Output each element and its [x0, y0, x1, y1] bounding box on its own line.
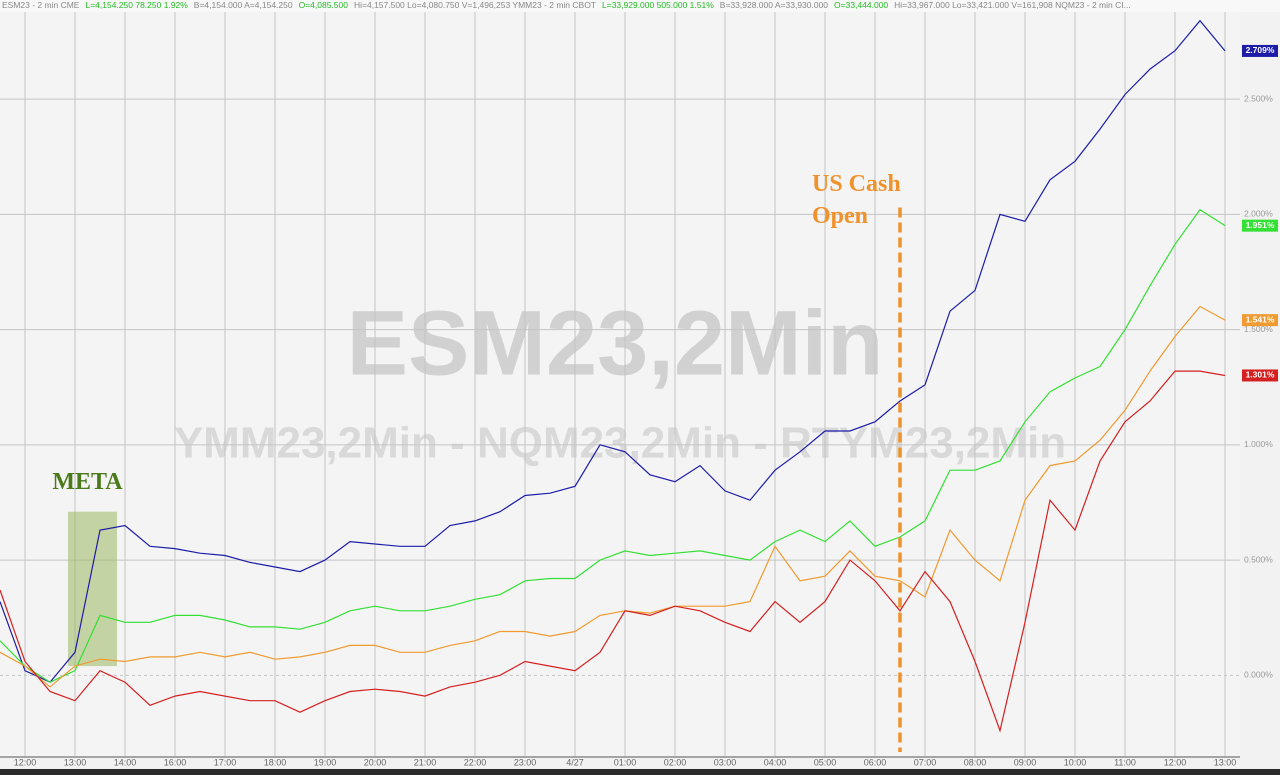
last-value-label: 2.709% [1246, 45, 1275, 55]
header-item: O=33,444.000 [834, 0, 888, 10]
x-tick-label: 23:00 [514, 757, 537, 767]
annotation: META [52, 469, 123, 495]
x-tick-label: 4/27 [566, 757, 584, 767]
x-tick-label: 16:00 [164, 757, 187, 767]
y-tick-label: 0.000% [1244, 670, 1273, 680]
last-value-box [1242, 44, 1278, 57]
x-tick-label: 01:00 [614, 757, 637, 767]
x-tick-label: 20:00 [364, 757, 387, 767]
series-line [0, 305, 1226, 688]
x-tick-label: 11:00 [1114, 757, 1136, 767]
annotation: Open [812, 203, 868, 229]
header-item: Hi=4,157.500 Lo=4,080.750 V=1,496,253 YM… [354, 0, 596, 10]
y-tick-label: 0.500% [1244, 554, 1273, 564]
x-tick-label: 14:00 [114, 757, 137, 767]
x-tick-label: 19:00 [314, 757, 337, 767]
x-tick-label: 22:00 [464, 757, 487, 767]
x-tick-label: 09:00 [1014, 757, 1037, 767]
last-value-box [1242, 314, 1278, 327]
header-item: Hi=33,967.000 Lo=33,421.000 V=161,908 NQ… [894, 0, 1131, 10]
series-line [0, 19, 1226, 683]
header-item: L=33,929.000 505.000 1.51% [602, 0, 714, 10]
header-item: O=4,085.500 [299, 0, 349, 10]
x-tick-label: 21:00 [414, 757, 437, 767]
series-line [0, 370, 1226, 733]
header-item: B=4,154.000 A=4,154.250 [194, 0, 293, 10]
x-tick-label: 13:00 [64, 757, 87, 767]
x-tick-label: 06:00 [864, 757, 887, 767]
x-tick-label: 10:00 [1064, 757, 1087, 767]
last-value-box [1242, 219, 1278, 232]
y-tick-label: 2.000% [1244, 209, 1273, 219]
header-item: L=4,154.250 78.250 1.92% [85, 0, 188, 10]
x-tick-label: 02:00 [664, 757, 687, 767]
series-line [0, 208, 1226, 683]
footer-bar [0, 769, 1280, 775]
x-tick-label: 05:00 [814, 757, 837, 767]
watermark: ESM23,2Min [347, 292, 884, 394]
x-tick-label: 07:00 [914, 757, 937, 767]
x-tick-label: 08:00 [964, 757, 987, 767]
header-item: B=33,928.000 A=33,930.000 [720, 0, 829, 10]
last-value-box [1242, 369, 1278, 382]
x-tick-label: 12:00 [1164, 757, 1187, 767]
y-tick-label: 1.500% [1244, 324, 1273, 334]
labels: 0.000% 0.500% 1.000% 1.500% 2.000% 2.500% 12:0… [14, 44, 1278, 767]
last-value-label: 1.301% [1246, 370, 1275, 380]
annotations [68, 511, 117, 667]
x-tick-label: 18:00 [264, 757, 287, 767]
x-tick-label: 17:00 [214, 757, 237, 767]
highlight-span [68, 511, 117, 667]
x-tick-label: 13:00 [1214, 757, 1237, 767]
header-item: ESM23 - 2 min CME [2, 0, 80, 10]
series [0, 19, 1226, 733]
last-value-label: 1.541% [1246, 314, 1275, 324]
header-strip [0, 0, 1280, 12]
y-tick-label: 1.000% [1244, 439, 1273, 449]
x-tick-label: 03:00 [714, 757, 737, 767]
x-tick-label: 12:00 [14, 757, 37, 767]
x-tick-label: 04:00 [764, 757, 787, 767]
watermark: YMM23,2Min - NQM23,2Min - RTYM23,2Min [174, 419, 1066, 468]
last-value-label: 1.951% [1246, 220, 1275, 230]
header: ESM23 - 2 min CME L=4,154.250 78.250 1.92… [2, 0, 1131, 10]
plot-background [0, 0, 1240, 756]
annotation: US Cash [812, 171, 901, 197]
y-tick-label: 2.500% [1244, 93, 1273, 103]
